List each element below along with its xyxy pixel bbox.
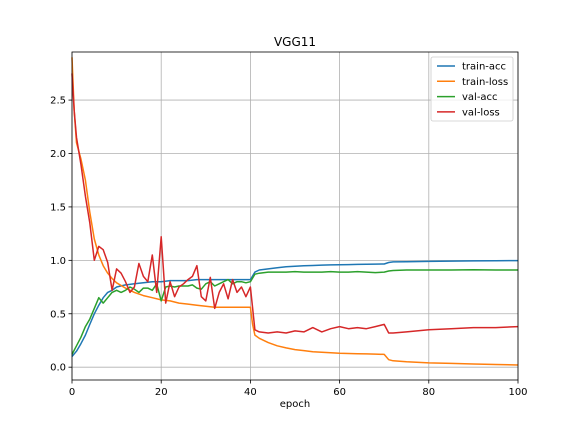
legend-label: val-acc — [462, 92, 498, 103]
val-loss-line — [71, 73, 519, 334]
legend-label: train-acc — [462, 62, 506, 73]
legend-label: val-loss — [462, 107, 500, 118]
x-tick-label: 40 — [244, 387, 257, 398]
legend-box — [430, 56, 514, 122]
plot-frame — [71, 51, 519, 381]
y-tick-label: 1.0 — [50, 256, 66, 267]
train-loss-line — [71, 57, 519, 366]
y-tick-label: 0.0 — [50, 363, 66, 374]
x-tick-label: 80 — [422, 387, 435, 398]
legend: train-acc train-loss val-acc val-loss — [430, 56, 514, 122]
legend-label: train-loss — [462, 77, 508, 88]
y-tick-label: 0.5 — [50, 309, 66, 320]
y-tick-label: 2.5 — [50, 96, 66, 107]
x-tick-label: 100 — [508, 387, 527, 398]
train-acc-line — [71, 259, 519, 357]
x-axis-label: epoch — [280, 399, 310, 410]
x-tick-label: 0 — [69, 387, 75, 398]
x-tick-label: 20 — [155, 387, 168, 398]
y-tick-label: 1.5 — [50, 202, 66, 213]
x-tick-label: 60 — [333, 387, 346, 398]
val-acc-line — [71, 268, 518, 355]
chart-title: VGG11 — [274, 35, 316, 49]
plot-lines — [71, 57, 519, 366]
y-tick-label: 2.0 — [50, 149, 66, 160]
axes: 0 20 40 60 80 100 0.0 0.5 1.0 1.5 2.0 2.5 — [50, 96, 527, 398]
